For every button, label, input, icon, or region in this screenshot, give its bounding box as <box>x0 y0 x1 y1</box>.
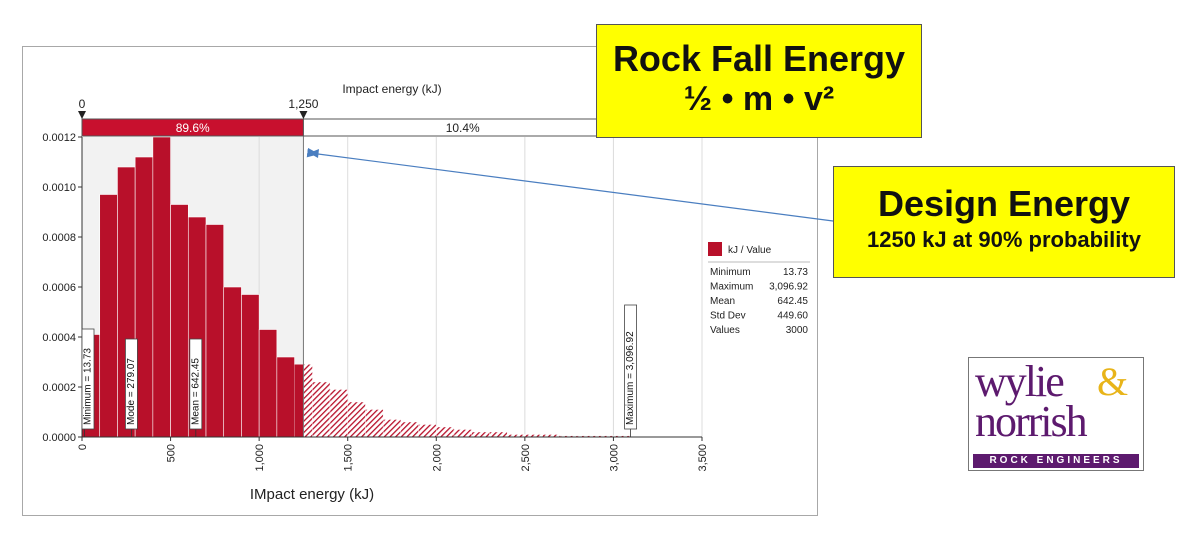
histogram-bar-hatched <box>365 409 384 438</box>
histogram-bar <box>294 364 304 437</box>
legend-title: kJ / Value <box>728 245 772 256</box>
histogram-bar <box>258 329 278 438</box>
stat-marker-box <box>81 328 95 430</box>
legend-stat-name: Minimum <box>710 267 751 278</box>
band-threshold-marker <box>299 111 308 119</box>
design-energy-title: Design Energy <box>877 183 1131 224</box>
band-start-label: 0 <box>79 97 86 111</box>
histogram-bar <box>241 294 260 438</box>
legend-stat-name: Mean <box>710 296 735 307</box>
histogram-bar-hatched <box>303 364 313 437</box>
x-tick-label: 2,500 <box>520 444 532 472</box>
logo-wylie: wylie <box>975 357 1065 406</box>
y-tick-label: 0.0006 <box>42 282 76 294</box>
histogram-bar-hatched <box>471 431 490 438</box>
legend-stat-name: Maximum <box>710 282 753 293</box>
y-tick-label: 0.0004 <box>42 332 76 344</box>
stat-marker-label: Mean = 642.45 <box>190 358 201 425</box>
histogram-bar <box>170 204 189 438</box>
plot-area-right <box>303 137 702 437</box>
y-tick-label: 0.0008 <box>42 232 76 244</box>
legend-stat-name: Std Dev <box>710 311 746 322</box>
histogram-bar-hatched <box>489 431 508 438</box>
band-right-percent: 10.4% <box>446 121 480 135</box>
histogram-bar <box>276 356 295 438</box>
histogram-bar-hatched <box>453 429 472 438</box>
legend-swatch <box>708 242 722 256</box>
histogram-bar <box>152 136 171 438</box>
x-tick-label: 500 <box>166 444 178 462</box>
top-axis-label: Impact energy (kJ) <box>342 82 441 96</box>
x-tick-label: 2,000 <box>431 444 443 472</box>
legend-stat-value: 13.73 <box>783 267 808 278</box>
rockfall-title: Rock Fall Energy <box>612 38 906 79</box>
y-tick-label: 0.0010 <box>42 182 76 194</box>
band-start-marker <box>78 111 86 119</box>
stat-marker-label: Maximum = 3,096.92 <box>625 331 636 425</box>
legend-stat-value: 642.45 <box>777 296 808 307</box>
x-tick-label: 3,000 <box>608 444 620 472</box>
logo-tagline: ROCK ENGINEERS <box>973 454 1139 468</box>
x-tick-label: 1,000 <box>254 444 266 472</box>
stat-marker-label: Minimum = 13.73 <box>83 348 94 425</box>
y-tick-label: 0.0000 <box>42 432 76 444</box>
stat-marker-box <box>189 338 203 430</box>
histogram-bar-hatched <box>436 426 455 438</box>
stat-marker-box <box>624 304 637 430</box>
x-tick-label: 1,500 <box>343 444 355 472</box>
band-left-percent: 89.6% <box>176 121 210 135</box>
arrow-head <box>309 149 319 158</box>
design-energy-callout: Design Energy 1250 kJ at 90% probability <box>833 166 1175 278</box>
y-tick-label: 0.0012 <box>42 132 76 144</box>
legend-stat-value: 3000 <box>786 325 809 336</box>
x-tick-label: 3,500 <box>697 444 709 472</box>
x-tick-label: 0 <box>77 444 89 450</box>
histogram-bar-hatched <box>347 401 366 438</box>
design-energy-subtitle: 1250 kJ at 90% probability <box>867 227 1141 252</box>
histogram-bar <box>99 194 118 438</box>
y-tick-label: 0.0002 <box>42 382 76 394</box>
histogram-bar-hatched <box>400 421 419 438</box>
histogram-bar-hatched <box>312 381 331 438</box>
rock-fall-energy-callout: Rock Fall Energy ½ • m • v² <box>596 24 922 138</box>
histogram-bar-hatched <box>329 389 348 438</box>
x-axis-title: IMpact energy (kJ) <box>250 486 374 503</box>
legend-stat-value: 449.60 <box>777 311 808 322</box>
logo-ampersand: & <box>1097 359 1129 404</box>
design-energy-arrow <box>306 147 834 222</box>
histogram-bar-hatched <box>382 419 402 438</box>
legend-stat-name: Values <box>710 325 740 336</box>
rockfall-formula: ½ • m • v² <box>683 80 835 118</box>
logo-norrish: norrish <box>975 397 1088 446</box>
stat-marker-label: Mode = 279.07 <box>126 358 137 425</box>
stat-marker-box <box>125 338 138 430</box>
band-threshold-label: 1,250 <box>288 97 318 111</box>
histogram-bar <box>223 286 242 438</box>
histogram-bar <box>205 224 225 438</box>
histogram-bar-hatched <box>418 424 437 438</box>
company-logo: wylie & norrish ROCK ENGINEERS <box>968 357 1144 471</box>
legend-stat-value: 3,096.92 <box>769 282 808 293</box>
